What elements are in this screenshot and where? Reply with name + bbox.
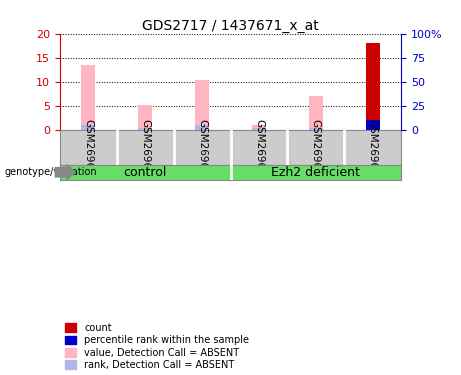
Text: GSM26965: GSM26965 bbox=[140, 119, 150, 176]
Bar bbox=[81, 125, 95, 130]
Bar bbox=[138, 105, 152, 130]
Text: GSM26967: GSM26967 bbox=[254, 119, 264, 176]
Bar bbox=[195, 80, 209, 130]
Bar bbox=[309, 128, 323, 130]
Title: GDS2717 / 1437671_x_at: GDS2717 / 1437671_x_at bbox=[142, 19, 319, 33]
Bar bbox=[366, 120, 380, 130]
Text: Ezh2 deficient: Ezh2 deficient bbox=[272, 166, 360, 179]
Bar bbox=[81, 65, 95, 130]
Bar bbox=[138, 128, 152, 130]
Text: GSM26968: GSM26968 bbox=[311, 119, 321, 176]
Text: genotype/variation: genotype/variation bbox=[5, 167, 97, 177]
Bar bbox=[195, 125, 209, 130]
Text: GSM26966: GSM26966 bbox=[197, 119, 207, 176]
Bar bbox=[252, 128, 266, 130]
Text: control: control bbox=[124, 166, 167, 179]
Text: GSM26964: GSM26964 bbox=[83, 119, 94, 176]
Bar bbox=[252, 125, 266, 130]
Bar bbox=[309, 96, 323, 130]
Text: GSM26969: GSM26969 bbox=[367, 119, 378, 176]
Legend: count, percentile rank within the sample, value, Detection Call = ABSENT, rank, : count, percentile rank within the sample… bbox=[65, 323, 249, 370]
Bar bbox=[366, 44, 380, 130]
